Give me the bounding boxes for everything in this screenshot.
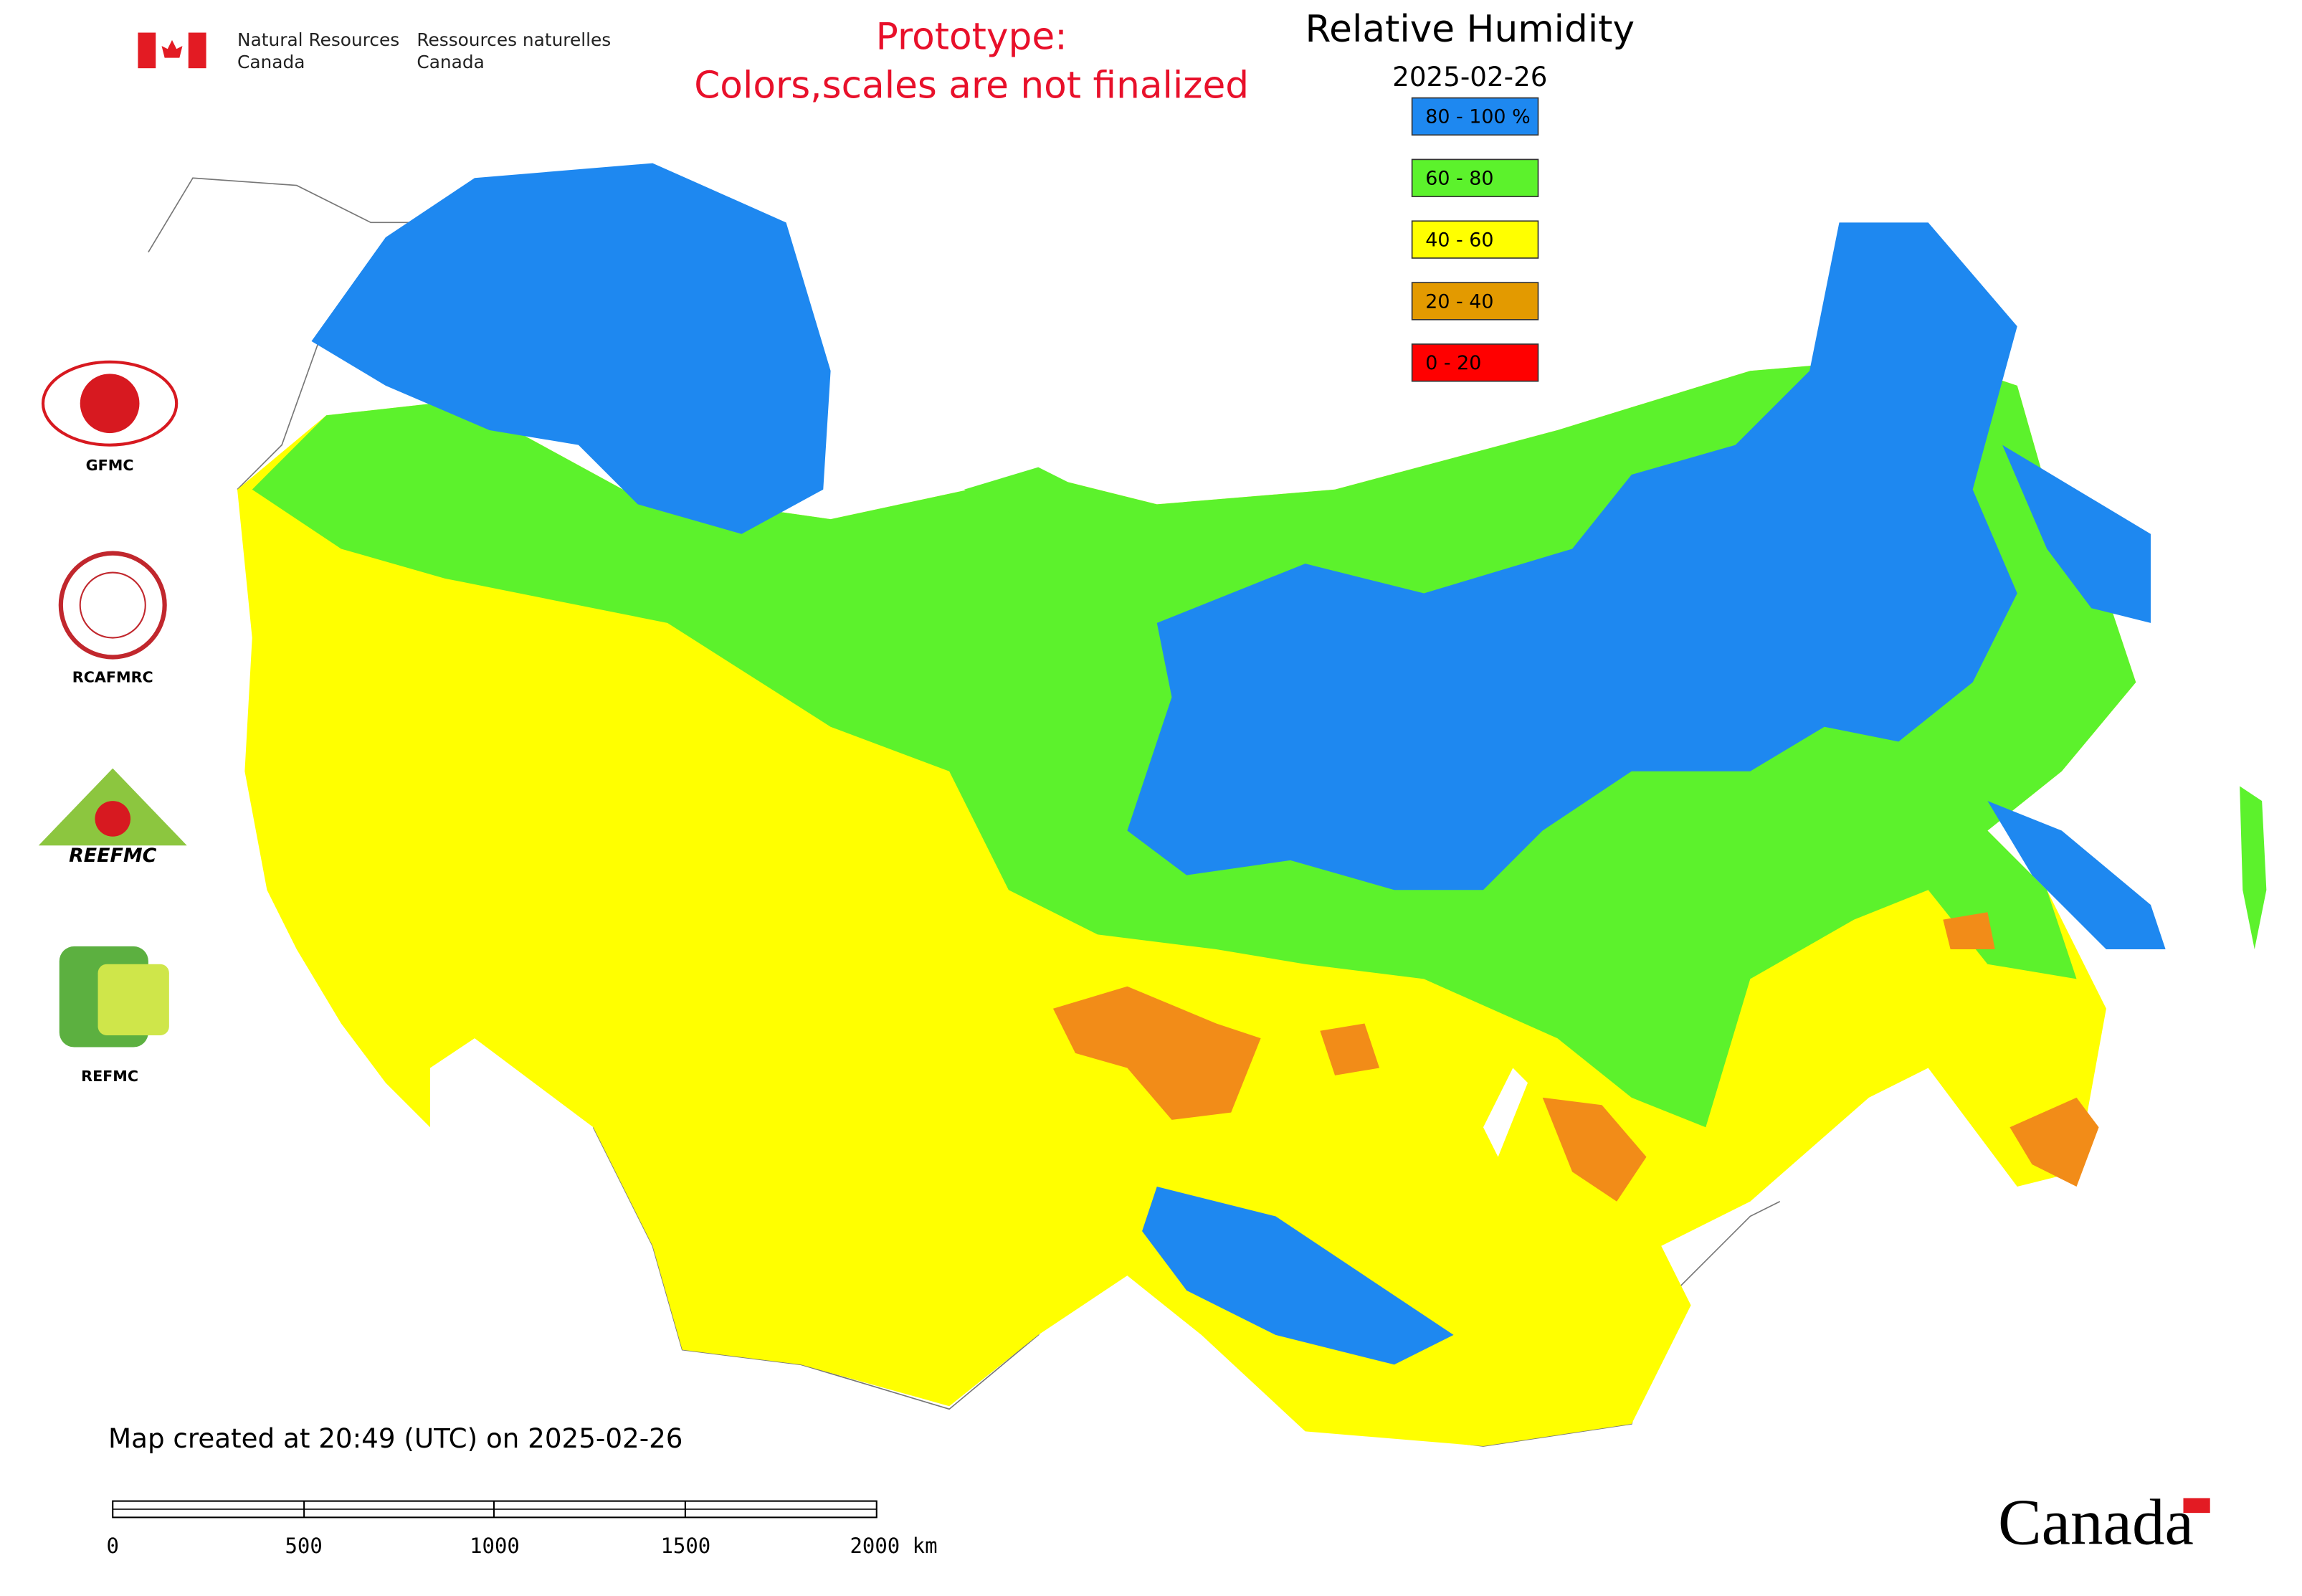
logo-rcafmrc <box>58 551 167 660</box>
legend-label: 60 - 80 <box>1425 168 1493 190</box>
logo-gfmc <box>41 360 179 447</box>
scale-bar: 0 500 1000 1500 2000 km <box>107 1500 938 1558</box>
scale-label: 2000 km <box>850 1534 938 1558</box>
legend-label: 0 - 20 <box>1425 352 1481 374</box>
relative-humidity-map <box>237 163 2267 1447</box>
notice-1: Prototype: <box>876 15 1067 58</box>
wordmark-flag <box>2183 1498 2210 1514</box>
legend-swatch <box>1411 97 1539 136</box>
scale-label: 500 <box>285 1534 322 1558</box>
agency-fr-2: Canada <box>417 52 484 72</box>
scale-label: 1000 <box>470 1534 520 1558</box>
logo-label: REFMC <box>81 1068 138 1085</box>
notice-2: Colors,scales are not finalized <box>694 65 1249 108</box>
agency-fr-1: Ressources naturelles <box>417 29 611 50</box>
logo-reefmc <box>38 768 187 846</box>
map-date: 2025-02-26 <box>1392 61 1547 92</box>
legend-swatch <box>1411 220 1539 259</box>
map-title: Relative Humidity <box>1305 8 1635 51</box>
legend-label: 40 - 60 <box>1425 229 1493 251</box>
scale-label: 1500 <box>661 1534 711 1558</box>
legend-label: 80 - 100 % <box>1425 106 1530 128</box>
agency-en-2: Canada <box>237 52 305 72</box>
scale-label: 0 <box>107 1534 119 1558</box>
logo-label: RCAFMRC <box>72 669 153 686</box>
legend: 80 - 100 % 60 - 80 40 - 60 20 - 40 0 - 20 <box>1411 97 1539 382</box>
flag <box>138 32 206 69</box>
legend-label: 20 - 40 <box>1425 290 1493 313</box>
logo-label: GFMC <box>86 457 134 474</box>
logo-refmc <box>59 946 169 1048</box>
logo-label: REEFMC <box>69 845 157 867</box>
canada-wordmark: Canada <box>1998 1486 2194 1559</box>
footer-note: Map created at 20:49 (UTC) on 2025-02-26 <box>108 1422 682 1454</box>
legend-swatch <box>1411 282 1539 320</box>
legend-swatch <box>1411 343 1539 382</box>
agency-en-1: Natural Resources <box>237 29 399 50</box>
legend-swatch <box>1411 158 1539 197</box>
